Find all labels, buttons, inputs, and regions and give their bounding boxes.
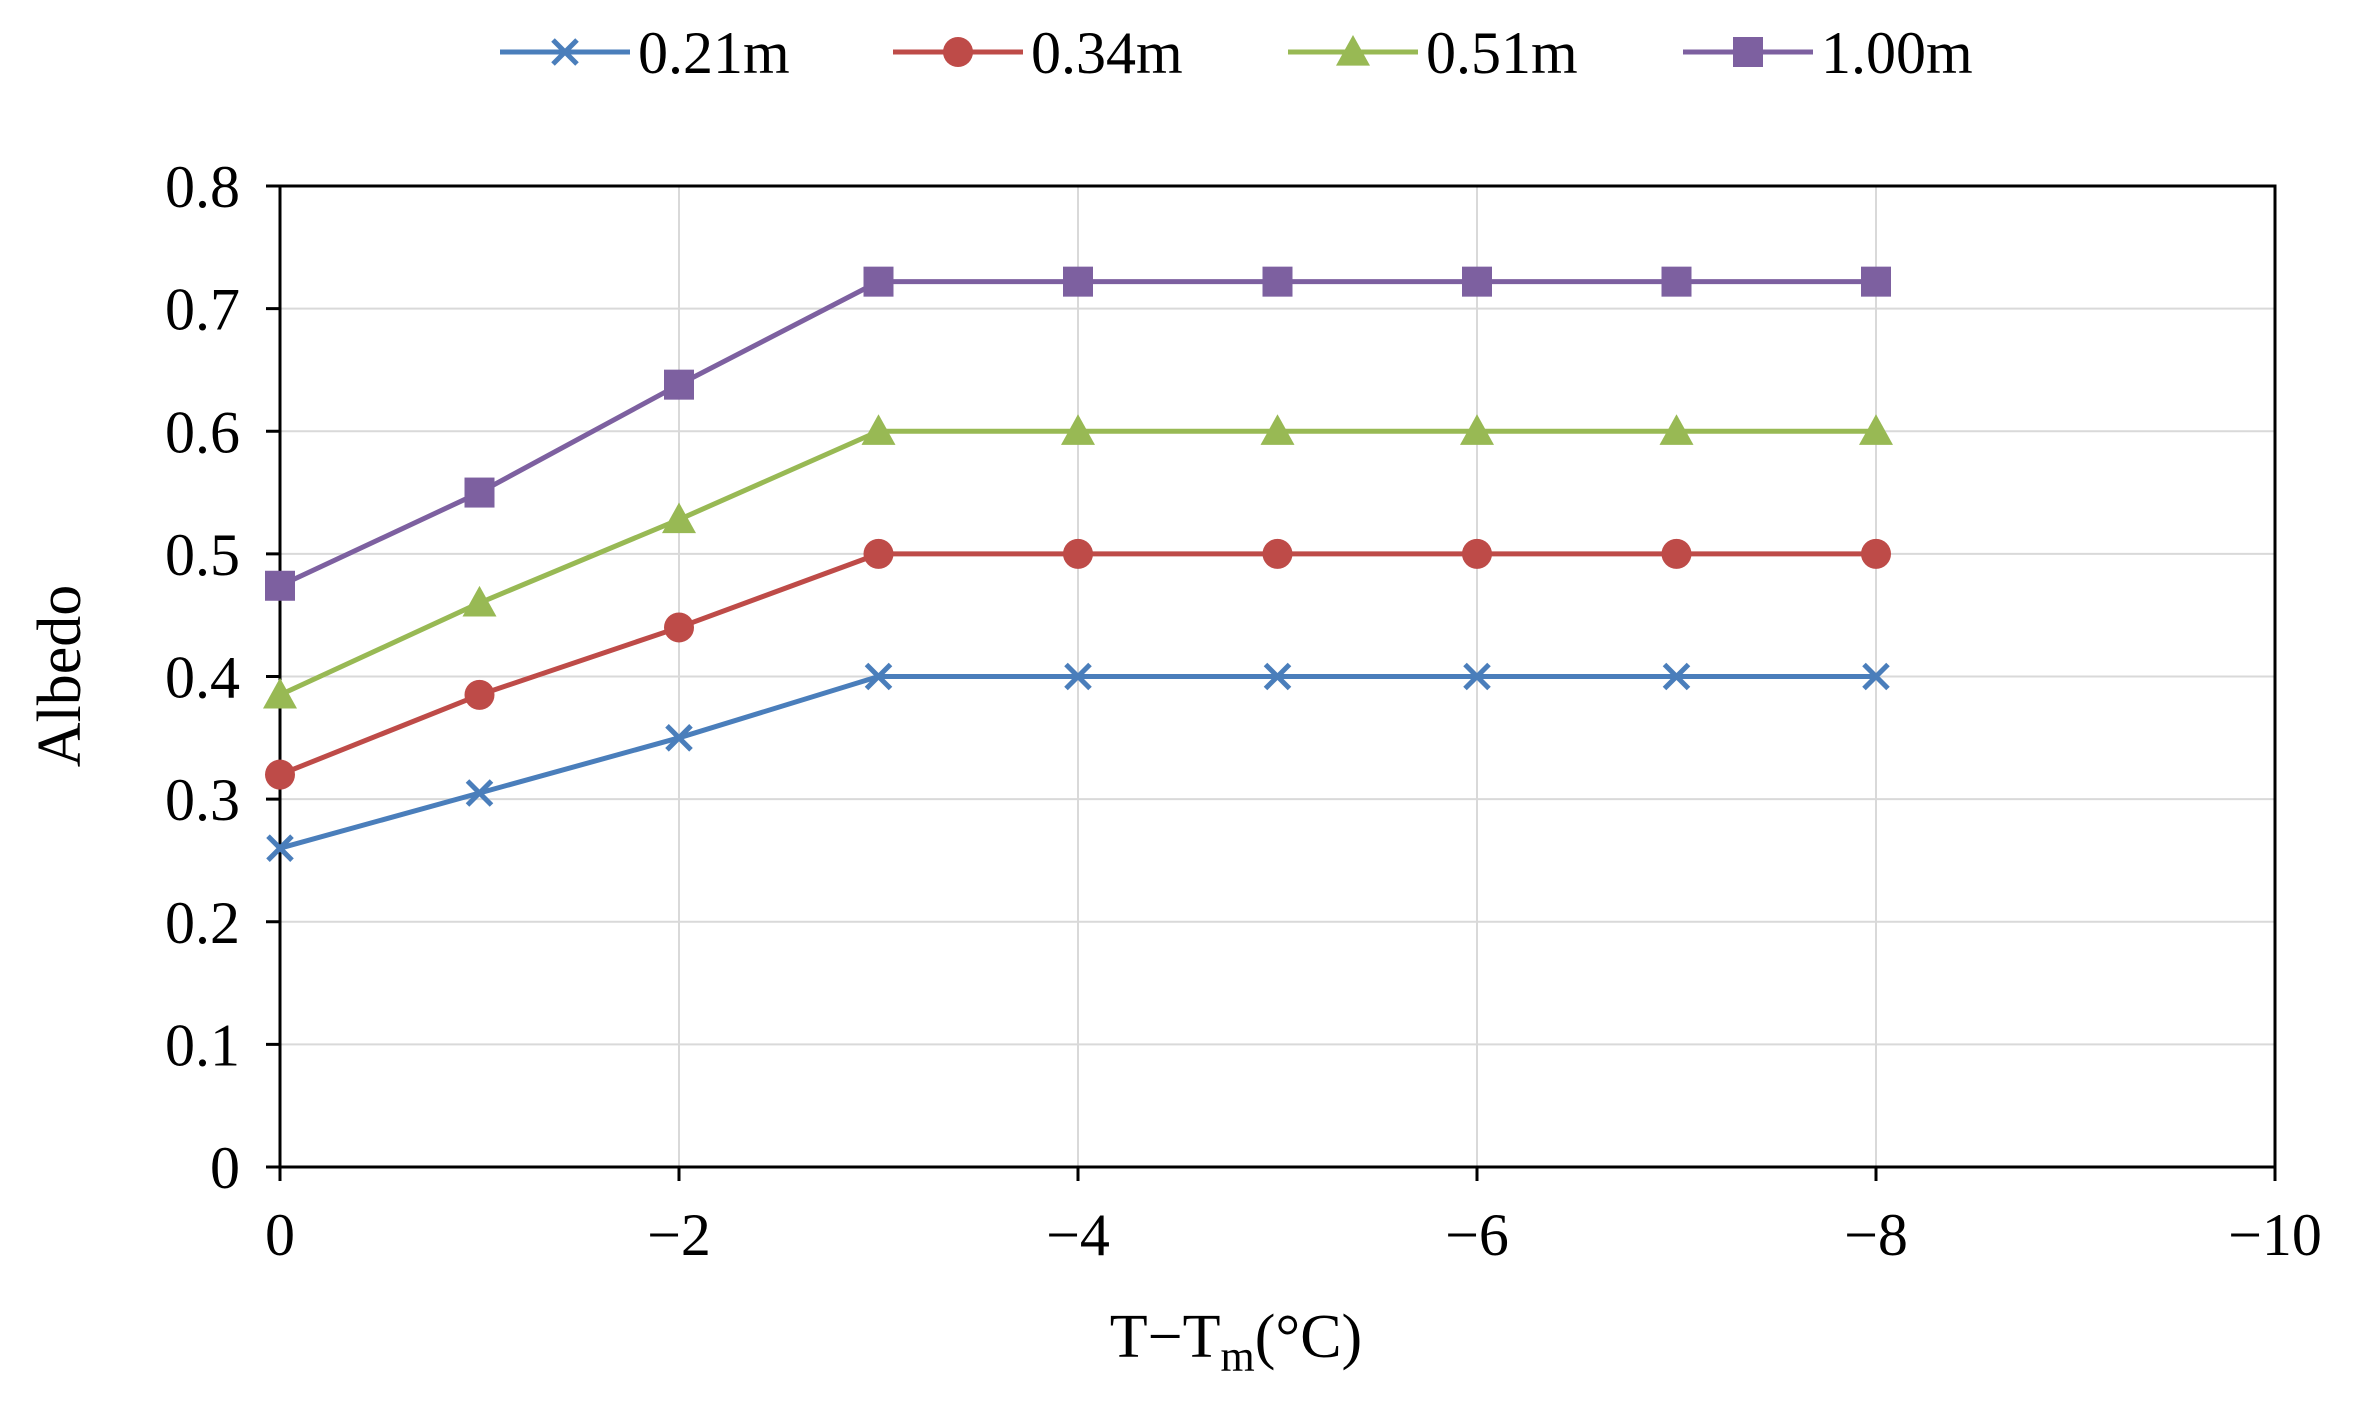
legend-label-0-51m: 0.51m (1426, 20, 1578, 86)
data-point-0-51m (1460, 414, 1494, 445)
data-point-0-21m (266, 834, 294, 862)
data-point-0-21m (1463, 662, 1491, 691)
data-point-0-51m (1659, 414, 1694, 445)
data-point-0-34m (1063, 538, 1093, 569)
data-point-0-21m (1862, 662, 1890, 691)
legend-marker-0-51m (1336, 35, 1370, 66)
y-tick-label: 0.4 (165, 645, 240, 711)
data-point-0-34m (1262, 538, 1293, 569)
data-point-0-51m (1061, 414, 1095, 445)
data-point-0-51m (861, 414, 896, 445)
data-point-0-21m (1064, 662, 1092, 691)
y-axis-label: Albedo (26, 585, 94, 768)
data-point-0-34m (1462, 538, 1492, 569)
data-point-0-21m (465, 779, 494, 807)
data-point-0-34m (265, 759, 295, 790)
x-tick-label: −6 (1445, 1202, 1509, 1268)
data-point-0-21m (1662, 662, 1691, 691)
y-tick-label: 0.2 (165, 890, 240, 956)
data-point-0-51m (1859, 414, 1893, 445)
legend-marker-1-00m (1733, 37, 1763, 67)
legend-item-1-00m: 1.00m (1683, 20, 1973, 86)
legend: 0.21m 0.34m 0.51m 1.00m (500, 20, 1973, 86)
legend-label-0-21m: 0.21m (638, 20, 790, 86)
y-tick-label: 0.7 (165, 277, 240, 343)
x-tick-label: −8 (1844, 1202, 1908, 1268)
data-point-0-21m (1263, 662, 1292, 691)
y-tick-label: 0 (210, 1135, 240, 1201)
x-axis-label: T−Tm(°C) (1110, 1303, 1362, 1381)
data-point-1-00m (664, 369, 694, 400)
legend-marker-0-21m (551, 38, 579, 66)
series-0-51m (263, 414, 1893, 709)
series-0-21m (266, 662, 1890, 862)
x-axis-label-subscript: m (1221, 1332, 1255, 1381)
data-point-0-21m (665, 724, 693, 752)
data-point-0-51m (462, 585, 497, 617)
data-point-1-00m (265, 570, 295, 601)
data-point-1-00m (464, 477, 495, 508)
data-point-1-00m (1661, 266, 1692, 297)
legend-item-0-21m: 0.21m (500, 20, 790, 86)
legend-label-0-34m: 0.34m (1031, 20, 1183, 86)
legend-item-0-51m: 0.51m (1288, 20, 1578, 86)
legend-label-1-00m: 1.00m (1821, 20, 1973, 86)
data-point-0-34m (664, 612, 694, 643)
legend-marker-0-34m (943, 37, 973, 67)
data-point-1-00m (1262, 266, 1293, 297)
y-tick-label: 0.8 (165, 154, 240, 220)
data-point-0-21m (864, 662, 893, 691)
x-tick-label: −2 (647, 1202, 711, 1268)
x-axis-label-unit: (°C) (1255, 1303, 1362, 1371)
data-point-0-34m (863, 538, 894, 569)
y-tick-label: 0.5 (165, 522, 240, 588)
data-point-1-00m (1462, 266, 1492, 297)
data-point-0-51m (263, 677, 297, 709)
x-tick-label: 0 (265, 1202, 295, 1268)
data-point-1-00m (1861, 266, 1891, 297)
series-0-34m (265, 538, 1891, 790)
series-layer (263, 266, 1893, 862)
y-tick-label: 0.3 (165, 767, 240, 833)
series-1-00m (265, 266, 1891, 601)
data-point-0-34m (1861, 538, 1891, 569)
legend-item-0-34m: 0.34m (893, 20, 1183, 86)
x-tick-label: −10 (2228, 1202, 2322, 1268)
data-point-0-51m (662, 502, 696, 534)
y-tick-label: 0.6 (165, 399, 240, 465)
data-point-1-00m (863, 266, 894, 297)
x-axis-label-main: T−T (1110, 1303, 1221, 1371)
y-tick-label: 0.1 (165, 1012, 240, 1078)
axis-ticks: 0 0.1 0.2 0.3 0.4 0.5 0.6 0.7 0.8 0 −2 −4 −6 −8 −10 (165, 154, 2322, 1268)
data-point-1-00m (1063, 266, 1093, 297)
data-point-0-51m (1260, 414, 1295, 445)
x-tick-label: −4 (1046, 1202, 1110, 1268)
data-point-0-34m (464, 679, 495, 710)
data-point-0-34m (1661, 538, 1692, 569)
